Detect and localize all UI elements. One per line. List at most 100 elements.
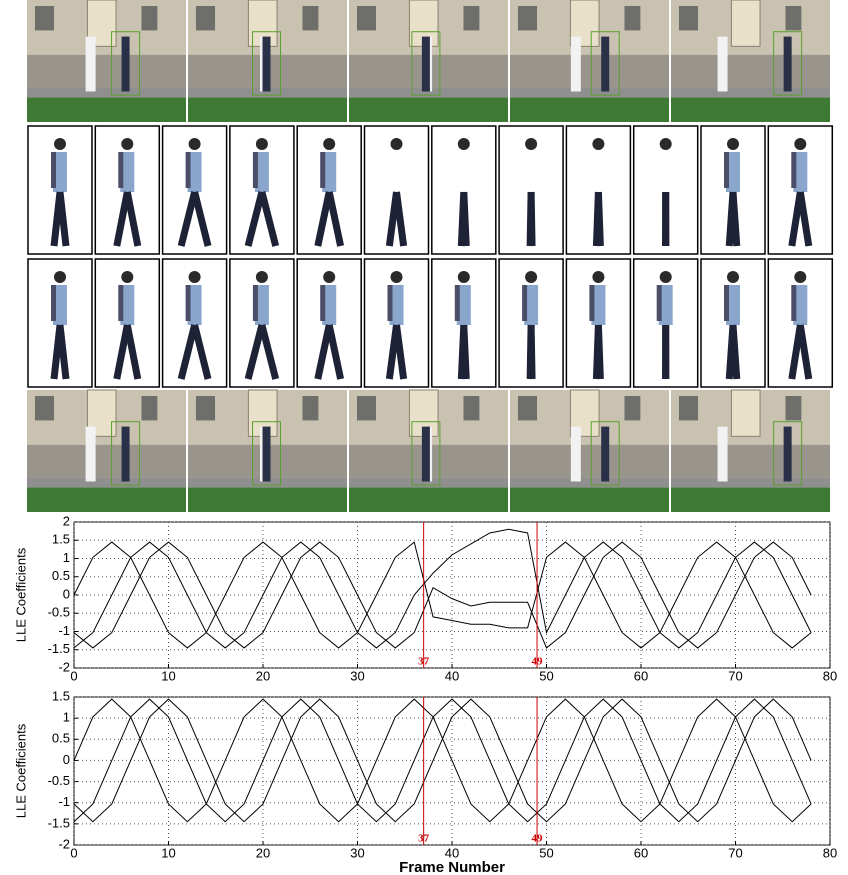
leg	[729, 191, 741, 247]
torso	[726, 285, 740, 325]
window	[302, 396, 319, 421]
silhouette-box	[498, 125, 564, 255]
leg	[460, 191, 470, 247]
torso	[322, 285, 337, 325]
leg	[177, 191, 198, 247]
leg	[393, 324, 408, 380]
video-frame	[349, 389, 508, 512]
grass	[671, 487, 830, 512]
silhouette-box	[229, 125, 295, 255]
leg	[526, 191, 535, 247]
road	[188, 87, 347, 98]
head	[457, 138, 470, 150]
person-dark	[421, 426, 430, 482]
x-tick-label: 30	[350, 668, 364, 683]
x-tick-label: 80	[823, 845, 837, 860]
torso	[187, 285, 202, 325]
head	[188, 138, 201, 150]
person-dark	[421, 36, 430, 92]
silhouette-box	[296, 125, 362, 255]
y-tick-label: 1.5	[52, 532, 70, 547]
series-line	[73, 541, 812, 649]
arm	[454, 285, 460, 321]
window	[356, 396, 377, 421]
arm	[791, 152, 797, 188]
leg	[325, 191, 345, 247]
marker-label: 37	[418, 833, 430, 845]
silhouette-box	[431, 258, 497, 388]
person-dark	[783, 426, 792, 482]
y-tick-label: 2	[63, 513, 70, 528]
person-dark	[783, 36, 792, 92]
silhouette-box	[161, 258, 228, 388]
silhouette-box	[700, 125, 766, 255]
window	[356, 6, 377, 31]
y-tick-label: -1.5	[48, 815, 70, 830]
head	[592, 271, 605, 283]
tracking-box	[111, 421, 141, 486]
leg	[191, 324, 212, 380]
y-tick-label: -1	[58, 794, 70, 809]
leg	[460, 324, 470, 380]
silhouette-box	[27, 125, 93, 255]
head	[457, 271, 470, 283]
silhouette-box	[363, 125, 430, 255]
window	[785, 6, 802, 31]
leg	[729, 324, 741, 380]
tracking-box	[590, 31, 620, 96]
series-line	[73, 698, 812, 823]
x-tick-label: 60	[634, 668, 648, 683]
head	[323, 271, 336, 283]
leg	[56, 191, 70, 247]
torso	[322, 152, 337, 192]
window	[463, 396, 480, 421]
head	[659, 271, 672, 283]
video-frame	[349, 0, 508, 122]
window	[517, 6, 538, 31]
arm	[522, 285, 528, 321]
torso	[658, 285, 673, 325]
y-tick-label: 0	[63, 752, 70, 767]
window	[34, 396, 55, 421]
video-frame	[188, 389, 347, 512]
steps	[510, 54, 669, 88]
x-axis-label: Frame Number	[399, 859, 505, 875]
road	[349, 87, 508, 98]
head	[255, 138, 268, 150]
x-tick-label: 20	[256, 668, 270, 683]
x-tick-label: 20	[256, 845, 270, 860]
person-white	[570, 36, 581, 92]
window	[785, 396, 802, 421]
x-tick-label: 80	[823, 668, 837, 683]
window	[302, 6, 319, 31]
leg	[56, 324, 70, 380]
x-tick-label: 40	[445, 668, 459, 683]
window	[624, 396, 641, 421]
grass	[349, 487, 508, 512]
silhouette-box	[767, 125, 834, 255]
y-tick-label: 1.5	[52, 688, 70, 703]
arm	[791, 285, 797, 321]
leg	[177, 324, 198, 380]
silhouette-box	[565, 258, 632, 388]
arm	[118, 285, 124, 321]
road	[27, 477, 186, 488]
person-white	[85, 36, 96, 92]
head	[525, 138, 538, 150]
window	[195, 396, 216, 421]
steps	[27, 444, 186, 478]
plot-area	[73, 696, 831, 846]
series-line	[73, 541, 812, 649]
leg	[796, 324, 813, 380]
window	[678, 396, 699, 421]
x-tick-label: 0	[70, 845, 77, 860]
tracking-box	[252, 421, 282, 486]
head	[659, 138, 672, 150]
arm	[252, 152, 258, 188]
silhouette-box	[700, 258, 766, 388]
video-frame	[671, 389, 830, 512]
torso	[591, 285, 606, 325]
arm	[724, 285, 729, 321]
person-dark	[121, 36, 130, 92]
leg	[526, 324, 535, 380]
